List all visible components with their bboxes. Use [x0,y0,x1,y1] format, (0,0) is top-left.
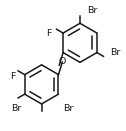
Text: O: O [59,58,66,66]
Text: F: F [10,72,15,81]
Text: Br: Br [87,6,97,15]
Text: Br: Br [110,48,121,57]
Text: F: F [46,29,51,38]
Text: Br: Br [11,104,21,113]
Text: Br: Br [63,104,73,113]
